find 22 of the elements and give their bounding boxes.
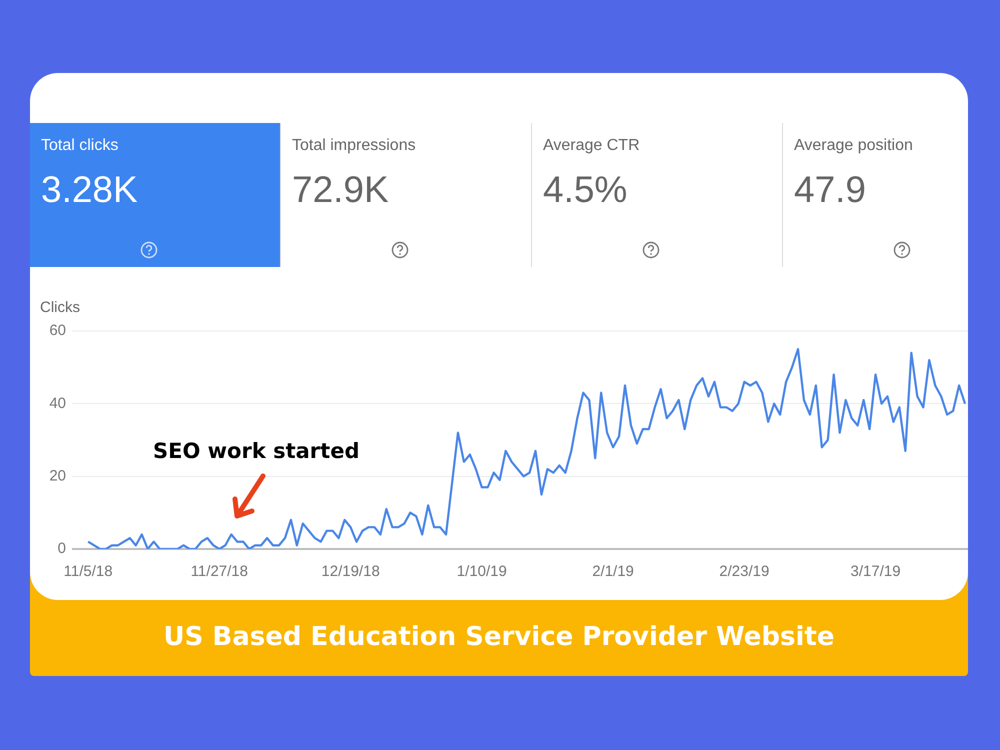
text: 3.28K [41,169,138,211]
text: 4.5% [543,169,628,211]
x-tick-label: 12/19/18 [321,563,380,580]
annotation: SEO work started [153,439,360,463]
text: 72.9K [292,169,389,211]
x-tick-label: 1/10/19 [456,563,507,580]
y-tick-label: 40 [49,394,66,412]
y-tick-label: 0 [58,540,66,558]
x-tick-label: 3/17/19 [850,563,901,580]
y-axis-title: Clicks [40,299,80,316]
text: Average position [794,137,913,155]
y-tick-label: 20 [49,467,66,484]
text: US Based Education Service Provider Website [162,622,836,652]
text: Average CTR [543,137,640,155]
x-tick-label: 2/1/19 [592,563,634,580]
text: Total impressions [292,137,416,155]
y-tick-label: 60 [49,322,66,340]
x-tick-label: 11/27/18 [190,563,248,580]
x-tick-label: 11/5/18 [64,563,113,580]
x-tick-label: 2/23/19 [719,563,770,580]
text: 47.9 [794,169,866,211]
text: Total clicks [41,137,118,155]
